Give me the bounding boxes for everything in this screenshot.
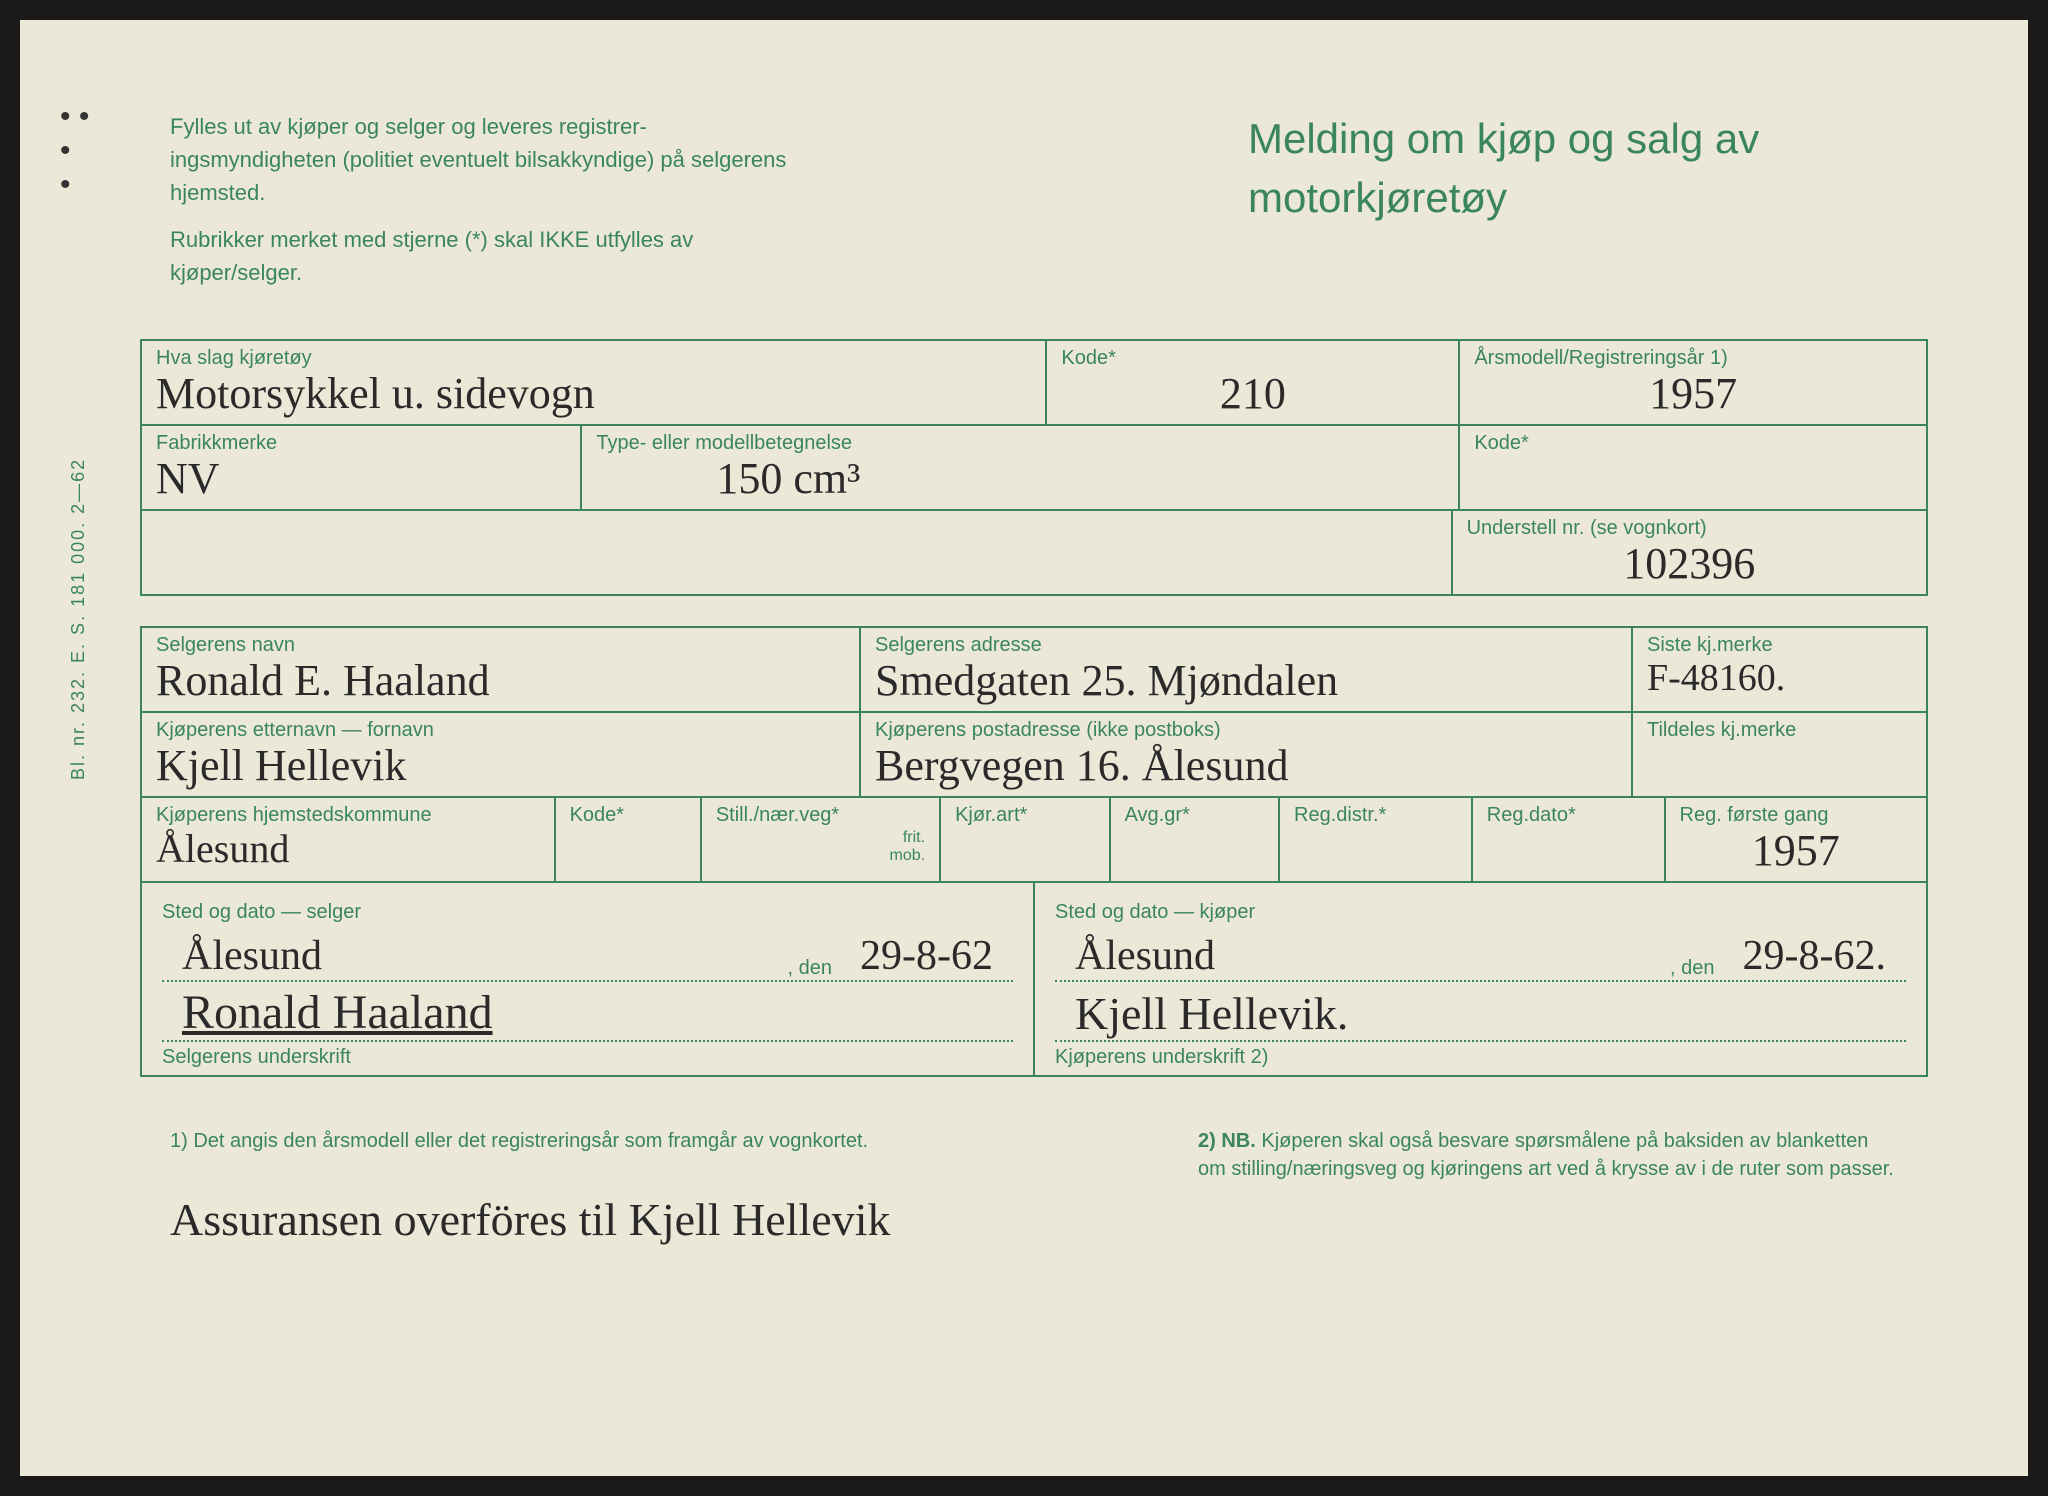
kjoper-sted: Ålesund	[1055, 932, 1662, 980]
bottom-handwritten-note: Assuransen overföres til Kjell Hellevik	[140, 1183, 1928, 1246]
form-title: Melding om kjøp og salg av motorkjøretøy	[1248, 110, 1898, 289]
label-avg: Avg.gr*	[1125, 804, 1264, 827]
label-understell: Understell nr. (se vognkort)	[1467, 517, 1912, 540]
label-still: Still./nær.veg*	[716, 804, 925, 827]
value-siste-kjmerke: F-48160.	[1647, 659, 1912, 697]
value-understell: 102396	[1467, 542, 1912, 586]
label-hva-slag: Hva slag kjøretøy	[156, 347, 1031, 370]
value-hjemsted: Ålesund	[156, 829, 540, 869]
label-kode3: Kode*	[570, 804, 686, 827]
kjoper-dato: 29-8-62.	[1723, 932, 1906, 980]
label-selger-underskrift: Selgerens underskrift	[162, 1046, 1013, 1069]
vehicle-info-box: Hva slag kjøretøy Motorsykkel u. sidevog…	[140, 339, 1928, 596]
parties-info-box: Selgerens navn Ronald E. Haaland Selgere…	[140, 626, 1928, 1077]
footnotes-section: 1) Det angis den årsmodell eller det reg…	[140, 1107, 1928, 1183]
footnote-2-text: Kjøperen skal også besvare spørsmålene p…	[1198, 1130, 1894, 1180]
footnote-1: 1) Det angis den årsmodell eller det reg…	[170, 1127, 868, 1183]
label-kjoper-sted: Sted og dato — kjøper	[1055, 901, 1906, 924]
value-fabrikkmerke: NV	[156, 457, 566, 501]
paper-punch-marks: • •••	[60, 100, 89, 202]
label-selger-sted: Sted og dato — selger	[162, 901, 1013, 924]
label-kode1: Kode*	[1061, 347, 1444, 370]
selger-signature: Ronald Haaland	[162, 985, 513, 1040]
label-still-sub: frit. mob.	[716, 829, 925, 865]
form-number-sidebar: Bl. nr. 232. E. S. 181 000. 2—62	[68, 458, 89, 780]
selger-dato: 29-8-62	[840, 932, 1013, 980]
document-form: • ••• Bl. nr. 232. E. S. 181 000. 2—62 F…	[20, 20, 2028, 1476]
footnote-2: 2) NB. Kjøperen skal også besvare spørsm…	[1198, 1127, 1898, 1183]
label-tildeles: Tildeles kj.merke	[1647, 719, 1912, 742]
den-label-kjoper: , den	[1670, 957, 1714, 980]
kjoper-signature: Kjell Hellevik.	[1055, 987, 1368, 1040]
value-arsmodell: 1957	[1474, 372, 1912, 416]
label-siste-kjmerke: Siste kj.merke	[1647, 634, 1912, 657]
label-kode2: Kode*	[1474, 432, 1912, 455]
label-kjoper-navn: Kjøperens etternavn — fornavn	[156, 719, 845, 742]
instruction-line-1: Fylles ut av kjøper og selger og leveres…	[170, 110, 790, 209]
instructions-block: Fylles ut av kjøper og selger og leveres…	[170, 110, 790, 289]
label-arsmodell: Årsmodell/Registreringsår 1)	[1474, 347, 1912, 370]
value-kode1: 210	[1061, 372, 1444, 416]
signature-row: Sted og dato — selger Ålesund , den 29-8…	[142, 883, 1926, 1075]
footnote-2-prefix: 2) NB.	[1198, 1130, 1256, 1152]
label-type: Type- eller modellbetegnelse	[596, 432, 1444, 455]
label-selger-navn: Selgerens navn	[156, 634, 845, 657]
den-label-selger: , den	[788, 957, 832, 980]
value-selger-adresse: Smedgaten 25. Mjøndalen	[875, 659, 1617, 703]
label-regforste: Reg. første gang	[1680, 804, 1912, 827]
value-type: 150 cm³	[596, 457, 1444, 501]
label-regdistr: Reg.distr.*	[1294, 804, 1457, 827]
instruction-line-2: Rubrikker merket med stjerne (*) skal IK…	[170, 223, 790, 289]
label-fabrikkmerke: Fabrikkmerke	[156, 432, 566, 455]
value-selger-navn: Ronald E. Haaland	[156, 659, 845, 703]
header-section: Fylles ut av kjøper og selger og leveres…	[140, 110, 1928, 289]
label-selger-adresse: Selgerens adresse	[875, 634, 1617, 657]
value-hva-slag: Motorsykkel u. sidevogn	[156, 372, 1031, 416]
value-regforste: 1957	[1680, 829, 1912, 873]
label-kjorart: Kjør.art*	[955, 804, 1094, 827]
value-kjoper-adresse: Bergvegen 16. Ålesund	[875, 744, 1617, 788]
label-kjoper-underskrift: Kjøperens underskrift 2)	[1055, 1046, 1906, 1069]
label-kjoper-adresse: Kjøperens postadresse (ikke postboks)	[875, 719, 1617, 742]
label-regdato: Reg.dato*	[1487, 804, 1650, 827]
selger-sted: Ålesund	[162, 932, 780, 980]
label-hjemsted: Kjøperens hjemstedskommune	[156, 804, 540, 827]
value-kjoper-navn: Kjell Hellevik	[156, 744, 845, 788]
